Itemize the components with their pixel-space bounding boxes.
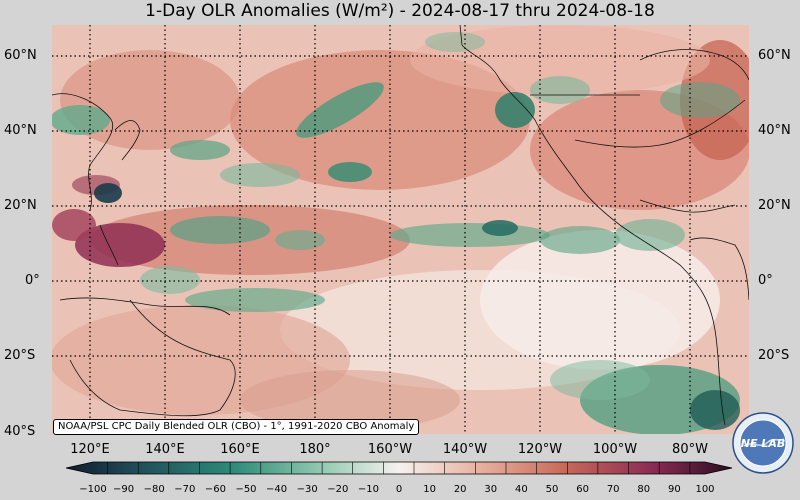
lat-label-left: 40°S	[4, 424, 36, 439]
lat-label-left: 40°N	[4, 123, 37, 138]
lat-label-right: 20°N	[758, 198, 791, 213]
colorbar-tick: −10	[357, 484, 379, 495]
colorbar-tick: 60	[576, 484, 589, 495]
colorbar	[65, 461, 733, 475]
map-title: 1-Day OLR Anomalies (W/m²) - 2024-08-17 …	[145, 1, 655, 21]
colorbar-tick: −40	[266, 484, 288, 495]
colorbar-tick: 70	[606, 484, 620, 495]
svg-text:NE LAB: NE LAB	[741, 437, 785, 450]
lon-label: 160°W	[367, 442, 413, 457]
lat-label-left: 0°	[25, 273, 40, 288]
lat-label-right: 0°	[758, 273, 773, 288]
colorbar-tick: −30	[296, 484, 318, 495]
colorbar-tick: −20	[327, 484, 349, 495]
colorbar-tick: 40	[515, 484, 528, 495]
gridlines	[52, 25, 749, 434]
lon-label: 80°W	[672, 442, 708, 457]
lon-label: 160°E	[220, 442, 260, 457]
colorbar-tick: 50	[545, 484, 559, 495]
source-note: NOAA/PSL CPC Daily Blended OLR (CBO) - 1…	[53, 419, 420, 435]
lat-label-right: 20°S	[758, 348, 790, 363]
lon-label: 120°W	[517, 442, 563, 457]
colorbar-dividers	[107, 462, 691, 474]
colorbar-tick: 0	[395, 484, 403, 495]
colorbar-tick: −60	[204, 484, 226, 495]
lat-label-right: 60°N	[758, 48, 791, 63]
lon-label: 140°E	[145, 442, 185, 457]
colorbar-tick: 20	[453, 484, 467, 495]
colorbar-tick: 10	[423, 484, 436, 495]
lat-label-left: 20°N	[4, 198, 37, 213]
coastlines	[52, 25, 749, 426]
anomaly-field	[52, 25, 749, 434]
colorbar-tick: −50	[235, 484, 257, 495]
colorbar-tick: −100	[79, 484, 107, 495]
colorbar-tick: 80	[637, 484, 651, 495]
lat-label-left: 60°N	[4, 48, 37, 63]
colorbar-tick: 30	[484, 484, 498, 495]
lat-label-right: 40°N	[758, 123, 791, 138]
lat-label-left: 20°S	[4, 348, 36, 363]
colorbar-tick: −80	[143, 484, 165, 495]
lon-label: 120°E	[70, 442, 110, 457]
lon-label: 140°W	[442, 442, 488, 457]
colorbar-tick: −70	[174, 484, 196, 495]
colorbar-tick: −90	[113, 484, 135, 495]
lon-label: 100°W	[592, 442, 638, 457]
colorbar-tick: 100	[695, 484, 715, 495]
lon-label: 180°	[299, 442, 331, 457]
nelab-logo: NE LAB	[732, 412, 794, 474]
colorbar-tick: 90	[668, 484, 681, 495]
